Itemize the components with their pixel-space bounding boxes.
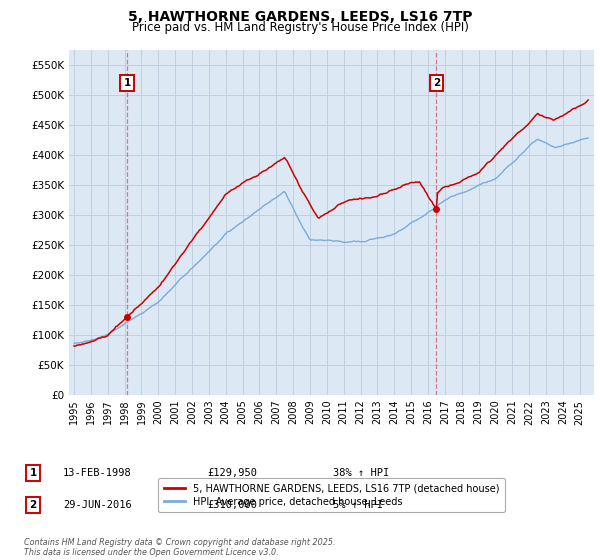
Text: 1: 1 (124, 78, 131, 88)
Text: 38% ↑ HPI: 38% ↑ HPI (333, 468, 389, 478)
Text: Price paid vs. HM Land Registry's House Price Index (HPI): Price paid vs. HM Land Registry's House … (131, 21, 469, 34)
Text: 2: 2 (29, 500, 37, 510)
Text: 29-JUN-2016: 29-JUN-2016 (63, 500, 132, 510)
Text: 2: 2 (433, 78, 440, 88)
Text: Contains HM Land Registry data © Crown copyright and database right 2025.
This d: Contains HM Land Registry data © Crown c… (24, 538, 335, 557)
Text: 13-FEB-1998: 13-FEB-1998 (63, 468, 132, 478)
Legend: 5, HAWTHORNE GARDENS, LEEDS, LS16 7TP (detached house), HPI: Average price, deta: 5, HAWTHORNE GARDENS, LEEDS, LS16 7TP (d… (158, 478, 505, 512)
Text: 1: 1 (29, 468, 37, 478)
Text: 5% ↑ HPI: 5% ↑ HPI (333, 500, 383, 510)
Text: 5, HAWTHORNE GARDENS, LEEDS, LS16 7TP: 5, HAWTHORNE GARDENS, LEEDS, LS16 7TP (128, 10, 472, 24)
Text: £310,000: £310,000 (207, 500, 257, 510)
Text: £129,950: £129,950 (207, 468, 257, 478)
